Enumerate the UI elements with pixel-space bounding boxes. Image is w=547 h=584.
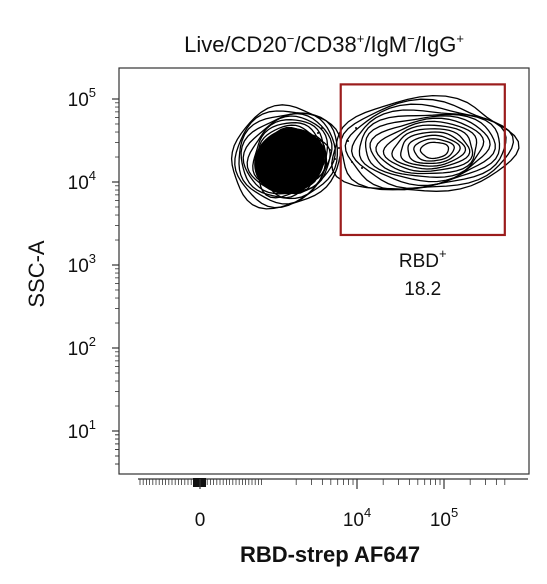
plot-frame bbox=[118, 67, 530, 475]
event-dot bbox=[309, 139, 311, 141]
contour-line bbox=[331, 94, 520, 192]
contour-line bbox=[269, 143, 312, 184]
event-dot bbox=[295, 168, 297, 170]
event-dot bbox=[321, 127, 323, 129]
event-dot bbox=[302, 164, 304, 166]
contour-line bbox=[369, 117, 485, 178]
gate-percent: 18.2 bbox=[404, 279, 441, 300]
event-dot bbox=[323, 145, 325, 147]
contour-line bbox=[230, 104, 342, 210]
contour-line bbox=[340, 98, 515, 191]
contour-layer bbox=[230, 94, 520, 210]
gate-label: RBD+ bbox=[399, 246, 447, 272]
event-dot bbox=[338, 147, 340, 149]
contour-line bbox=[266, 142, 316, 187]
contour-line bbox=[364, 115, 491, 183]
contour-line bbox=[234, 110, 338, 209]
contour-line bbox=[274, 146, 308, 179]
y-tick-label: 102 bbox=[68, 334, 96, 360]
event-dot bbox=[317, 132, 319, 134]
outlier-dots bbox=[295, 127, 363, 170]
event-dot bbox=[351, 161, 353, 163]
event-dot bbox=[355, 127, 357, 129]
contour-line bbox=[407, 134, 461, 165]
contour-line bbox=[375, 120, 478, 175]
y-tick-label: 104 bbox=[68, 168, 96, 194]
contour-line bbox=[413, 138, 455, 162]
event-dot bbox=[334, 158, 336, 160]
contour-line bbox=[242, 115, 329, 195]
event-dot bbox=[311, 151, 313, 153]
event-dot bbox=[329, 149, 331, 151]
contour-line bbox=[267, 138, 321, 187]
y-axis-label: SSC-A bbox=[24, 240, 49, 308]
contour-line bbox=[382, 124, 474, 173]
contour-line bbox=[257, 133, 321, 190]
x-axis-label: RBD-strep AF647 bbox=[240, 542, 420, 567]
x-axis: 0 104 105 bbox=[138, 478, 528, 531]
x-tick-label: 0 bbox=[195, 510, 206, 531]
y-axis: 105 104 103 102 101 bbox=[68, 85, 119, 465]
event-dot bbox=[347, 140, 349, 142]
contour-line bbox=[391, 128, 471, 170]
contour-line bbox=[254, 126, 331, 199]
y-tick-label: 101 bbox=[68, 417, 96, 443]
contour-line bbox=[350, 109, 501, 189]
y-tick-label: 105 bbox=[68, 85, 96, 111]
contour-line bbox=[271, 144, 310, 180]
contour-line bbox=[419, 141, 450, 160]
event-dot bbox=[313, 159, 315, 161]
x-tick-label: 105 bbox=[430, 505, 458, 531]
contour-line bbox=[344, 103, 507, 191]
contour-line bbox=[261, 137, 322, 189]
rbd-gate[interactable] bbox=[339, 83, 506, 237]
x-tick-label: 104 bbox=[343, 505, 371, 531]
event-dot bbox=[361, 167, 363, 169]
contour-line bbox=[400, 131, 467, 167]
y-tick-label: 103 bbox=[68, 251, 96, 277]
chart-title: Live/CD20−/CD38+/IgM−/IgG+ bbox=[184, 31, 464, 57]
